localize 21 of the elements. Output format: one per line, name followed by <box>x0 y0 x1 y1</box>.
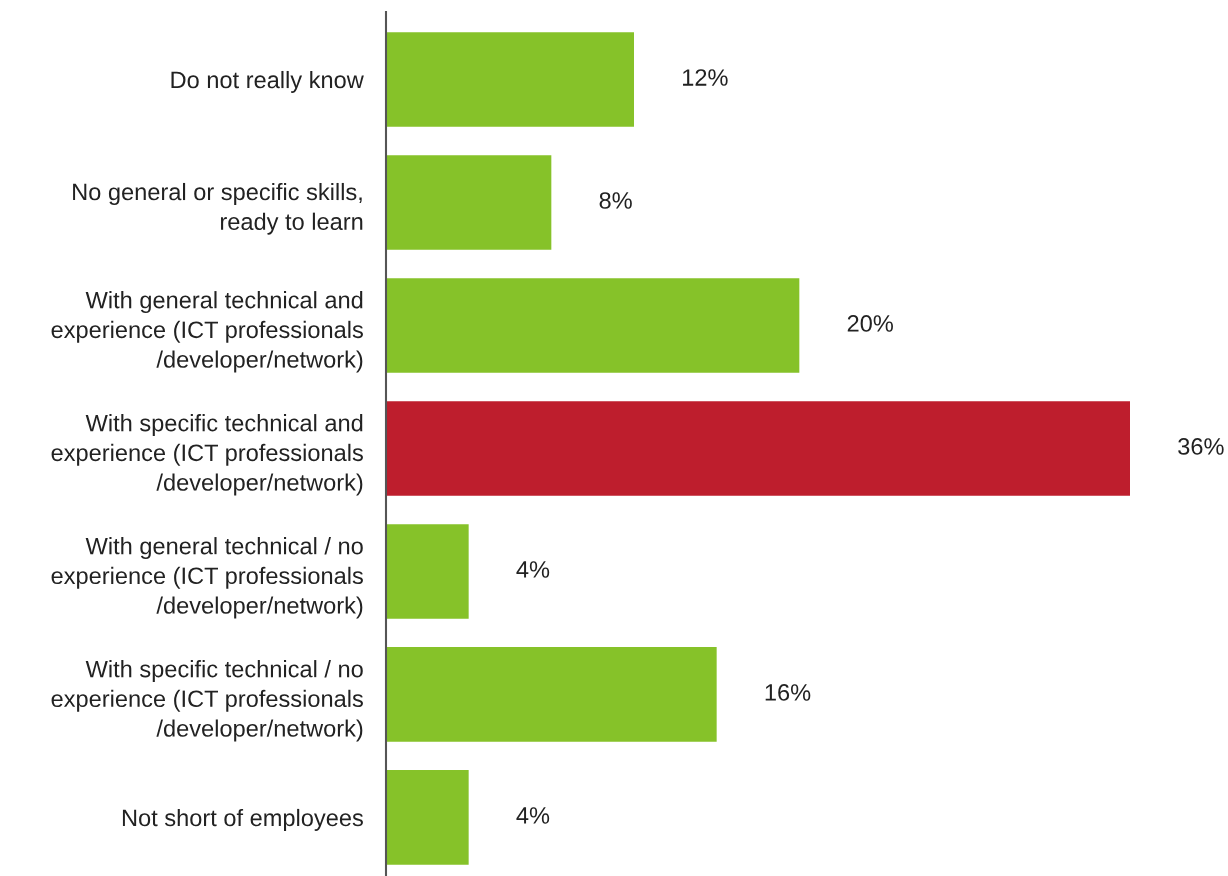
bar <box>386 770 469 865</box>
bar <box>386 647 717 742</box>
bar <box>386 278 800 373</box>
y-tick-label: Do not really know <box>171 70 364 93</box>
bar <box>386 524 469 619</box>
data-label: 12% <box>683 69 728 86</box>
data-label: 8% <box>599 192 632 209</box>
bar <box>386 32 634 127</box>
bar <box>386 401 1130 496</box>
y-tick-label: Not short of employees <box>122 808 363 831</box>
y-tick-label: With general technical and experience (ICT professionals /developer/network) <box>51 291 363 373</box>
data-label: 16% <box>765 684 811 701</box>
y-tick-label: With specific technical and experience (ICT professionals /developer/network) <box>51 414 363 496</box>
data-label: 36% <box>1178 438 1224 455</box>
data-label: 4% <box>516 807 550 824</box>
data-label: 20% <box>847 315 893 332</box>
bar <box>386 155 552 250</box>
y-tick-label: With specific technical / no experience (ICT professionals /developer/network) <box>51 660 363 742</box>
y-tick-label: With general technical / no experience (ICT professionals /developer/network) <box>51 537 363 619</box>
y-tick-label: No general or specific skills, ready to learn <box>73 182 363 235</box>
data-label: 4% <box>516 561 550 578</box>
